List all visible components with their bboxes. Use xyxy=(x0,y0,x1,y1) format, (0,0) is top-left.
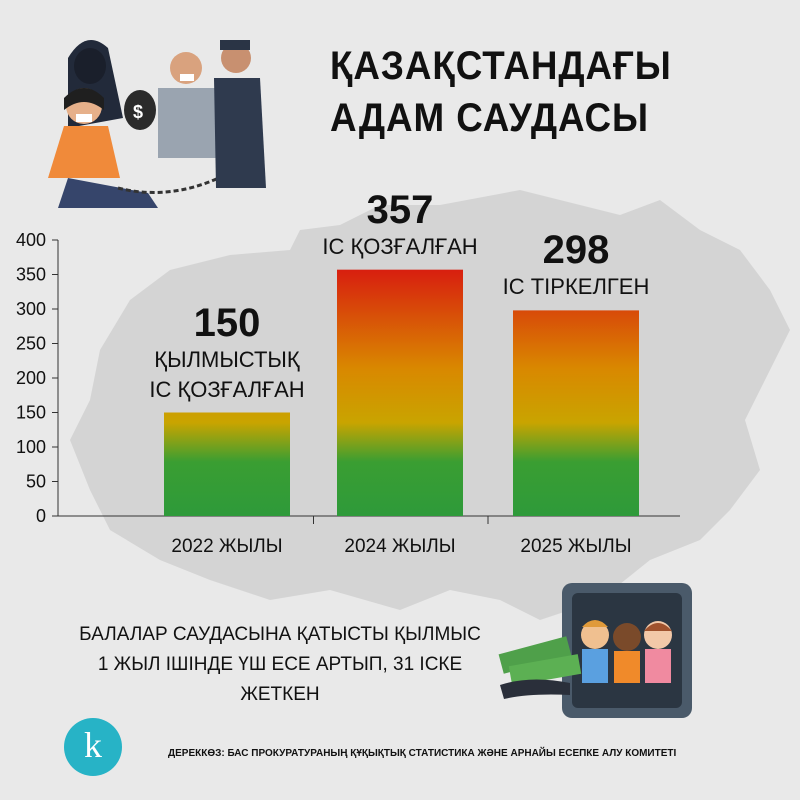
x-tick-label: 2024 ЖЫЛЫ xyxy=(344,536,456,557)
children-in-safe-icon xyxy=(498,583,692,718)
y-tick-label: 350 xyxy=(16,265,46,285)
page-title: ҚАЗАҚСТАНДАҒЫ АДАМ САУДАСЫ xyxy=(330,40,672,144)
logo: k xyxy=(64,718,122,776)
y-tick-label: 250 xyxy=(16,334,46,354)
y-tick-label: 400 xyxy=(16,230,46,250)
title-line-1: ҚАЗАҚСТАНДАҒЫ xyxy=(330,44,672,88)
svg-text:$: $ xyxy=(133,102,143,122)
note-line-2: 1 ЖЫЛ ІШІНДЕ ҮШ ЕСЕ АРТЫП, 31 ІСКЕ ЖЕТКЕ… xyxy=(97,654,463,705)
data-label: 150 xyxy=(193,300,261,345)
logo-letter: k xyxy=(84,725,102,765)
y-tick-label: 100 xyxy=(16,437,46,457)
y-tick-label: 300 xyxy=(16,299,46,319)
title-line-2: АДАМ САУДАСЫ xyxy=(330,96,649,140)
data-label: 357 xyxy=(366,187,434,232)
bar-caption: ІС ТІРКЕЛГЕН xyxy=(502,274,650,300)
bar-label: 150 ҚЫЛМЫСТЫҚ ІС ҚОЗҒАЛҒАН xyxy=(127,301,327,405)
bar xyxy=(337,269,463,516)
children-trafficking-note: БАЛАЛАР САУДАСЫНА ҚАТЫСТЫ ҚЫЛМЫС 1 ЖЫЛ І… xyxy=(60,620,500,710)
bar-label: 298 ІС ТІРКЕЛГЕН xyxy=(476,228,676,302)
bar-caption: ҚЫЛМЫСТЫҚ xyxy=(154,346,300,372)
data-label: 298 xyxy=(542,228,610,273)
bar-label: 357 ІС ҚОЗҒАЛҒАН xyxy=(300,188,500,262)
y-tick-label: 150 xyxy=(16,403,46,423)
bar-caption: ІС ҚОЗҒАЛҒАН xyxy=(149,376,305,402)
bar-caption: ІС ҚОЗҒАЛҒАН xyxy=(322,233,478,259)
bar-chart: 0 50 100 150 200 250 300 350 400 xyxy=(16,230,680,526)
note-line-1: БАЛАЛАР САУДАСЫНА ҚАТЫСТЫ ҚЫЛМЫС xyxy=(79,624,481,645)
y-tick-label: 50 xyxy=(26,472,46,492)
source-text: ДЕРЕККӨЗ: БАС ПРОКУРАТУРАНЫҢ ҚҰҚЫҚТЫҚ СТ… xyxy=(168,748,677,759)
y-tick-label: 0 xyxy=(36,506,46,526)
y-tick-label: 200 xyxy=(16,368,46,388)
trafficking-scene-icon: $ xyxy=(48,40,266,208)
x-tick-label: 2025 ЖЫЛЫ xyxy=(520,536,632,557)
bar xyxy=(513,310,639,516)
bar xyxy=(164,412,290,516)
x-tick-label: 2022 ЖЫЛЫ xyxy=(171,536,283,557)
